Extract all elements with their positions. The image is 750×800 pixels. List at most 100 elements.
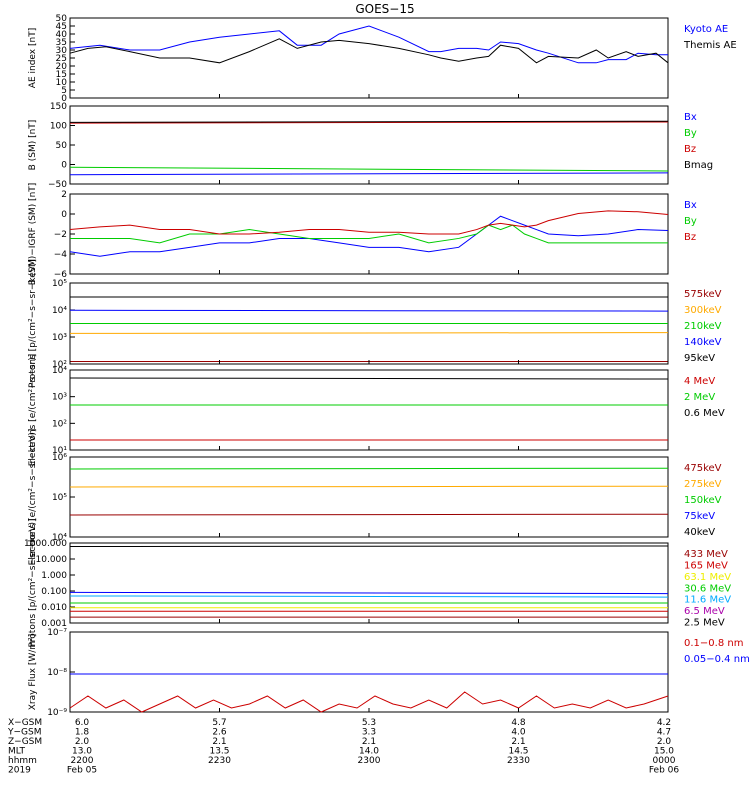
y-tick-label: 10⁶ [52,453,67,463]
y-tick-label: 50 [56,14,68,24]
y-tick-label: 10³ [52,393,67,403]
legend-entry: 433 MeV [684,549,728,560]
series-line [69,309,669,312]
y-tick-label: 25 [56,54,67,64]
legend-entry: 0.1−0.8 nm [684,638,743,649]
y-tick-label: 2 [61,190,67,200]
y-tick-label: 10² [52,360,67,370]
y-tick-label: 10⁴ [52,306,67,316]
panel-8: 10⁻⁹ 10⁻⁸ 10⁻⁷ Xray Flux [W/m²] 0.1−0.8 nm 0.… [28,628,750,718]
y-tick-label: 10² [52,419,67,429]
axis-row-value: 5.7 [212,718,226,728]
axis-row-value: Feb 05 [67,766,97,776]
legend-entry: Kyoto AE [684,24,728,35]
axis-row-value: 6.0 [75,718,90,728]
axis-row-value: 5.3 [362,718,376,728]
panel-3: −6 −4 −2 0 2 B (SM)−IGRF (SM) [nT] Bx By Bz [28,183,697,286]
legend-entry: 40keV [684,527,715,538]
legend-entry: 63.1 MeV [684,572,731,583]
axis-row-value: 2.6 [212,728,227,738]
series-line [69,377,669,380]
legend-entry: 210keV [684,321,722,332]
y-axis-label: Xray Flux [W/m²] [28,634,38,710]
y-tick-label: 10⁵ [52,493,67,503]
legend-entry: 150keV [684,495,722,506]
chart-title: GOES−15 [355,2,414,16]
axis-row-value: 2200 [71,756,94,766]
series-line [69,591,669,595]
y-tick-label: −6 [54,270,68,280]
panel-7: 0.001 0.010 0.100 1.000 10.000 1000.000Proton… [24,519,731,648]
y-axis-label: Protons [p/(cm²−s−sr−keV)] [28,519,38,648]
legend-entry: Bmag [684,160,713,171]
y-tick-label: 0.100 [41,587,67,597]
legend-entry: 4 MeV [684,376,715,387]
y-tick-label: 15 [56,70,67,80]
series-line [69,210,669,235]
series-line [69,38,669,64]
axis-row-label: MLT [8,747,26,757]
axis-row-value: 4.0 [511,728,526,738]
series-line [70,224,668,244]
axis-row-value: 2.0 [657,737,672,747]
y-axis-label: Electrons [e/(cm²−s−sr−keV)] [28,429,38,566]
legend-entry: 300keV [684,305,722,316]
series-line [69,332,669,334]
axis-row-value: 2230 [208,756,231,766]
legend-entry: 30.6 MeV [684,583,731,594]
axis-row-value: 4.2 [657,718,671,728]
axis-row-value: 14.0 [359,747,379,757]
series-line [69,595,669,598]
legend-entry: 575keV [684,289,722,300]
panel-6: 10⁴ 10⁵ 10⁶ Electrons [e/(cm²−s−sr−keV)] 475… [28,429,722,566]
series-line [69,121,669,124]
legend-entry: 11.6 MeV [684,595,731,606]
y-tick-label: 10⁻⁷ [47,628,67,638]
panel-5: 10¹ 10² 10³ 10⁴ Electrons [e/(cm²−s−sr)] 4 Me… [28,354,725,467]
axis-row-value: Feb 06 [649,766,680,776]
legend-entry: 0.6 MeV [684,408,725,419]
series-line [69,691,669,713]
series-line [69,166,669,172]
axis-row-value: 13.5 [209,747,229,757]
legend-entry: 0.05−0.4 nm [684,654,750,665]
axis-row-label: Z−GSM [8,737,42,747]
y-tick-label: 50 [56,141,68,151]
panel-4: 10² 10³ 10⁴ 10⁵ Protons [p/(cm²−s−sr−keV)] 57… [28,259,722,388]
axis-row-value: 13.0 [72,747,92,757]
series-line [69,215,669,257]
y-tick-label: 100 [50,122,67,132]
series-line [69,545,669,548]
axis-row-value: 2.0 [75,737,90,747]
y-tick-label: 30 [56,46,68,56]
axis-row-label: 2019 [8,766,31,776]
legend-entry: Bz [684,232,696,243]
legend-entry: 2.5 MeV [684,618,725,629]
y-tick-label: 40 [56,30,68,40]
axis-row-label: hhmm [8,756,37,766]
y-tick-label: 0.010 [41,603,67,613]
y-tick-label: 1000.000 [24,539,67,549]
y-tick-label: 35 [56,38,67,48]
y-tick-label: 20 [56,62,68,72]
y-axis-label: B (SM) [nT] [28,120,38,171]
panel-2: −50 0 50 100 150 B (SM) [nT] Bx By Bz Bmag [28,102,713,190]
axis-row-value: 4.7 [657,728,671,738]
series-line [69,467,669,470]
axis-row-value: 2.1 [362,737,376,747]
y-axis-label: B (SM)−IGRF (SM) [nT] [28,183,38,286]
y-tick-label: −4 [54,250,68,260]
legend-entry: 475keV [684,463,722,474]
y-tick-label: −2 [54,230,67,240]
axis-row-value: 2.1 [511,737,525,747]
legend-entry: 95keV [684,353,715,364]
axis-row-value: 15.0 [654,747,674,757]
legend-entry: Bx [684,200,697,211]
legend-entry: 6.5 MeV [684,606,725,617]
y-tick-label: 10.000 [36,555,68,565]
legend-entry: Themis AE [683,40,737,51]
y-axis-label: AE index [nT] [28,28,38,88]
legend-entry: 140keV [684,337,722,348]
